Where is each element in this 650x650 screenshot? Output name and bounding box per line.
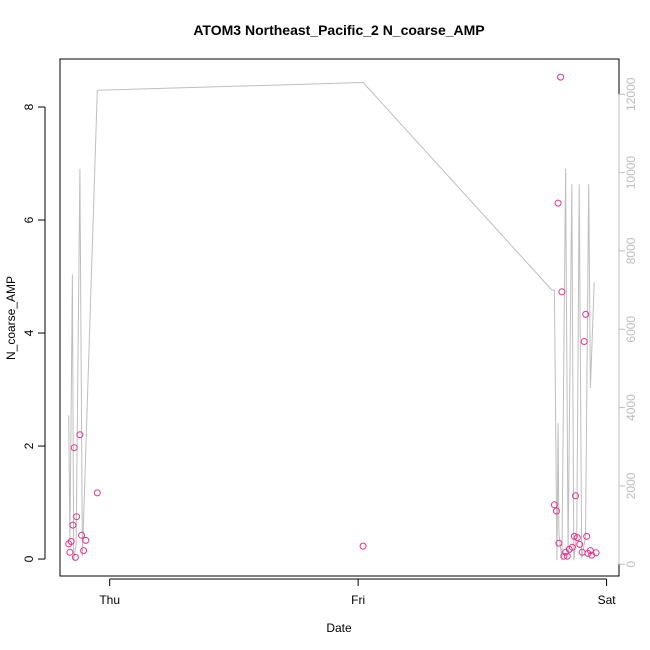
data-point [552, 507, 560, 515]
line-series [68, 81, 595, 561]
data-point [550, 501, 558, 509]
y-axis-right: 0 2000 4000 6000 8000 10000 12000 [618, 77, 638, 568]
data-point [70, 444, 78, 452]
data-point [73, 513, 81, 521]
data-point [66, 548, 74, 556]
y-tick-label: 0 [22, 555, 36, 562]
y-tick-label: 6 [22, 216, 36, 223]
y2-tick-label: 4000 [624, 394, 638, 421]
data-point [582, 310, 590, 318]
y2-tick-label: 10000 [624, 156, 638, 190]
y-tick-label: 8 [22, 103, 36, 110]
data-point [592, 549, 600, 557]
y-axis-label: N_coarse_AMP [4, 276, 18, 360]
data-point [568, 543, 576, 551]
data-point [558, 288, 566, 296]
x-tick-label: Fri [351, 593, 365, 607]
data-point [78, 531, 86, 539]
data-point [572, 492, 579, 500]
data-point [359, 542, 367, 550]
data-point [82, 536, 90, 544]
x-tick-label: Sat [598, 593, 617, 607]
data-point [67, 538, 75, 545]
chart-title: ATOM3 Northeast_Pacific_2 N_coarse_AMP [193, 22, 484, 38]
y2-tick-label: 2000 [624, 472, 638, 499]
data-point [80, 547, 88, 555]
data-point [555, 539, 563, 547]
y-axis-left: 0 2 4 6 8 [22, 103, 46, 562]
data-point [576, 540, 584, 548]
point-series [65, 73, 600, 561]
y-tick-label: 2 [22, 442, 36, 449]
x-tick-label: Thu [99, 593, 120, 607]
series-line [68, 81, 595, 561]
y2-tick-label: 0 [624, 561, 638, 568]
data-point [583, 532, 591, 540]
plot-frame [59, 58, 620, 577]
data-point [563, 552, 571, 560]
data-point [76, 431, 84, 439]
data-point [71, 553, 79, 561]
x-axis: Thu Fri Sat [99, 578, 617, 607]
y2-tick-label: 12000 [624, 77, 638, 111]
data-point [93, 489, 101, 497]
data-point [560, 552, 568, 560]
data-point [69, 521, 77, 529]
data-point [573, 534, 581, 542]
x-axis-label: Date [326, 621, 352, 635]
data-point [557, 73, 565, 81]
y2-tick-label: 8000 [624, 237, 638, 264]
y-tick-label: 4 [22, 329, 36, 336]
y2-tick-label: 6000 [624, 316, 638, 343]
data-point [580, 338, 588, 345]
data-point [554, 199, 562, 207]
